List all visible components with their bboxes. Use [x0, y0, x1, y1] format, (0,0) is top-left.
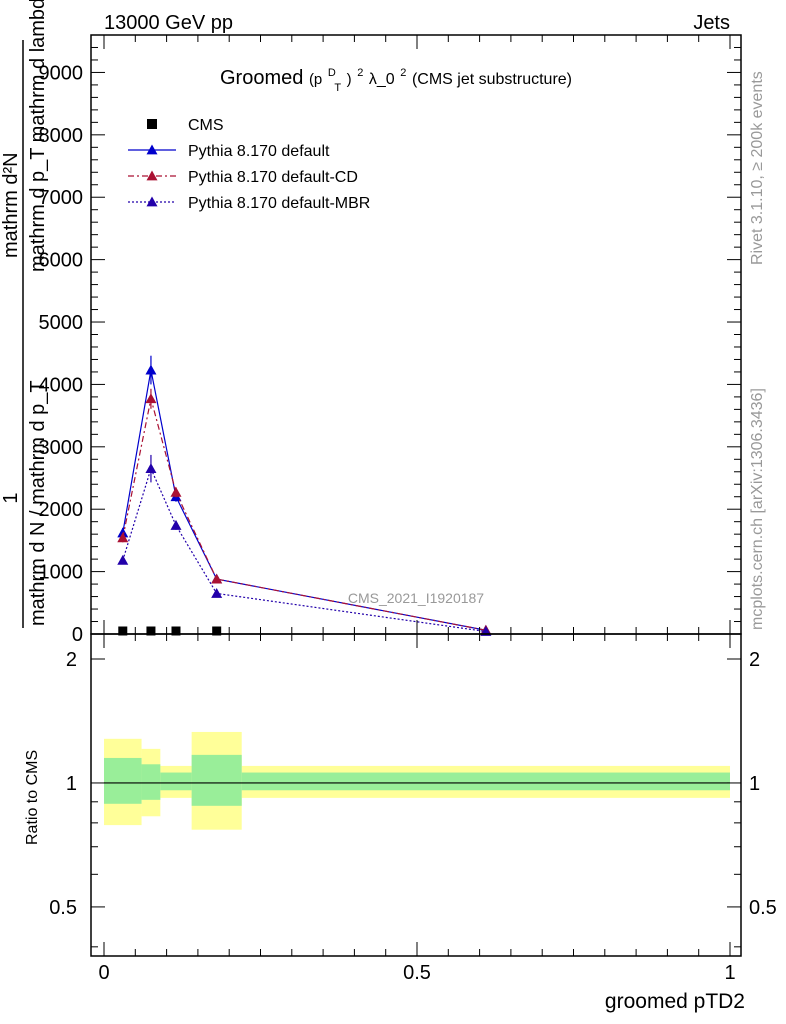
ratio-bands: [104, 731, 730, 830]
legend-label: Pythia 8.170 default: [188, 143, 330, 160]
y-tick-label: 4000: [39, 374, 84, 396]
ratio-tick-label: 1: [66, 773, 77, 795]
x-tick-label: 0: [98, 962, 109, 984]
ratio-band-stat: [241, 772, 730, 791]
legend-marker: [146, 144, 158, 155]
ratio-band-stat: [191, 754, 242, 806]
series-point: [211, 587, 223, 598]
legend: CMS Pythia 8.170 default Pythia 8.170 defa…: [128, 117, 370, 212]
y-tick-label: 1000: [39, 562, 84, 584]
cms-data-point: [212, 626, 222, 636]
ratio-tick-label: 2: [66, 649, 77, 671]
series-point: [145, 393, 157, 404]
cms-data-point: [146, 626, 156, 636]
x-tick-label: 0.5: [403, 962, 431, 984]
rivet-label: Rivet 3.1.10, ≥ 200k events: [749, 71, 766, 265]
x-axis-label: groomed pTD2: [605, 990, 745, 1013]
ratio-plot-frame: [90, 633, 742, 957]
series-point: [145, 364, 157, 375]
ratio-band-stat: [141, 764, 161, 800]
ratio-band-stat: [104, 757, 142, 804]
ylabel-denominator2: mathrm d p_T mathrm d lambda: [27, 0, 49, 272]
ratio-ylabel: Ratio to CMS: [24, 750, 41, 845]
ratio-tick-label-right: 2: [749, 649, 760, 671]
chart-title: Groomed (p D T ) 2 λ_0 2 (CMS jet substr…: [220, 59, 572, 96]
ylabel-numerator2: mathrm d²N: [0, 152, 22, 258]
mcplots-label: mcplots.cern.ch [arXiv:1306.3436]: [749, 388, 766, 630]
ratio-tick-label-right: 0.5: [749, 897, 777, 919]
ratio-tick-label-right: 1: [749, 773, 760, 795]
series-point: [117, 554, 129, 565]
series-point: [170, 486, 182, 497]
ylabel-denominator: mathrm d N / mathrm d p_T: [27, 380, 49, 626]
legend-marker: [146, 170, 158, 181]
cms-data-point: [171, 626, 181, 636]
ylabel-numerator: 1: [0, 492, 22, 503]
energy-label: 13000 GeV pp: [104, 12, 233, 34]
y-tick-label: 9000: [39, 62, 84, 84]
y-tick-label: 7000: [39, 187, 84, 209]
series-point: [211, 573, 223, 584]
cms-data-point: [118, 626, 128, 636]
ratio-tick-label: 0.5: [49, 897, 77, 919]
series-point: [170, 519, 182, 530]
y-tick-label: 0: [72, 624, 83, 646]
legend-marker-cms: [147, 119, 157, 129]
y-tick-label: 3000: [39, 437, 84, 459]
y-tick-label: 2000: [39, 499, 84, 521]
ratio-axis: 0 0.5 1 0.5 0.5 1 1 2 2: [49, 634, 777, 984]
x-tick-label: 1: [724, 962, 735, 984]
main-ylabel: 1 mathrm d N / mathrm d p_T mathrm d²N m…: [0, 0, 49, 628]
analysis-watermark: CMS_2021_I1920187: [348, 590, 484, 606]
category-label: Jets: [693, 12, 730, 34]
series-point: [117, 532, 129, 543]
legend-marker: [146, 196, 158, 207]
legend-label: Pythia 8.170 default-MBR: [188, 195, 370, 212]
series-point: [117, 527, 129, 538]
main-axis: 0 1000 2000 3000 4000 5000 6000 7000 8000 9000: [39, 34, 741, 646]
legend-label: CMS: [188, 117, 224, 134]
legend-label: Pythia 8.170 default-CD: [188, 169, 358, 186]
y-tick-label: 6000: [39, 250, 84, 272]
ratio-band-stat: [160, 772, 192, 791]
y-tick-label: 8000: [39, 125, 84, 147]
y-tick-label: 5000: [39, 312, 84, 334]
main-marks: [117, 355, 492, 636]
series-point: [145, 463, 157, 474]
